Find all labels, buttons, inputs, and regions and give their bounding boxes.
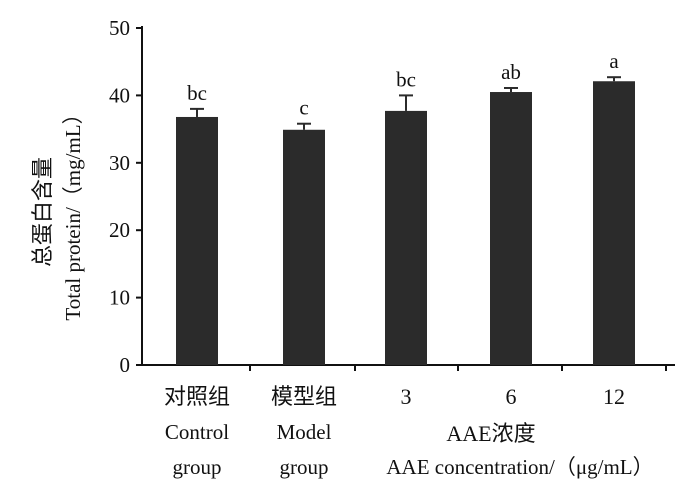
bar <box>385 110 427 365</box>
significance-label: c <box>299 96 308 120</box>
bar <box>593 81 635 365</box>
x-tick-label: Control <box>165 420 229 444</box>
y-tick-label: 20 <box>109 218 130 242</box>
significance-label: a <box>609 49 619 73</box>
y-tick-label: 30 <box>109 151 130 175</box>
y-axis-label-cn: 总蛋白含量 <box>30 157 55 267</box>
x-labels: 对照组 Control group 模型组 Model group 3 6 12 <box>164 384 625 479</box>
x-tick-label: 12 <box>603 384 625 409</box>
group-label-cn: AAE浓度 <box>446 421 535 446</box>
x-tick-label: group <box>173 455 222 479</box>
y-axis-label: Total protein/（mg/mL） <box>61 103 85 320</box>
y-tick-label: 40 <box>109 83 130 107</box>
bar <box>283 129 325 365</box>
bar <box>176 116 218 365</box>
x-tick-label: 6 <box>506 384 517 409</box>
x-tick-label: 模型组 <box>271 384 337 409</box>
y-tick-label: 0 <box>120 353 131 377</box>
significance-label: bc <box>396 67 416 91</box>
x-tick-label: 对照组 <box>164 384 230 409</box>
y-tick-label: 50 <box>109 16 130 40</box>
bar <box>490 92 532 365</box>
significance-label: ab <box>501 60 521 84</box>
y-tick-label: 10 <box>109 286 130 310</box>
x-tick-label: group <box>280 455 329 479</box>
y-ticks: 0 10 20 30 40 50 <box>109 16 142 377</box>
x-tick-label: Model <box>277 420 332 444</box>
bars: bc c bc ab a <box>176 49 635 365</box>
x-tick-label: 3 <box>401 384 412 409</box>
group-label: AAE concentration/（μg/mL） <box>386 455 653 479</box>
significance-label: bc <box>187 81 207 105</box>
